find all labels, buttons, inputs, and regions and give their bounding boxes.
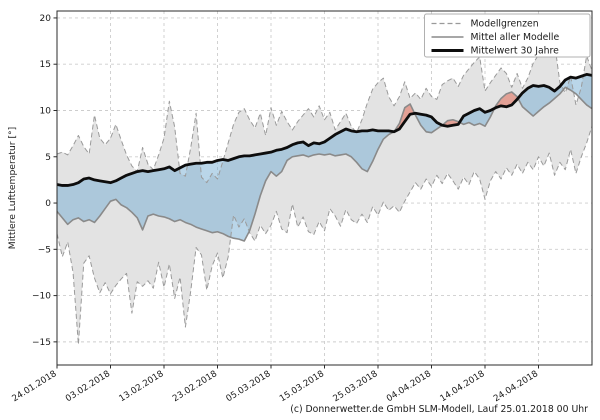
upper-model-bound-line [56,42,593,184]
y-tick-label: −15 [32,338,51,348]
x-tick-label: 24.04.2018 [492,369,540,404]
x-tick-label: 13.02.2018 [118,369,166,404]
legend-label: Modellgrenzen [471,19,539,30]
colder-than-normal-fill [517,74,592,117]
lower-model-bound-line [56,126,593,346]
legend-label: Mittel aller Modelle [471,32,560,43]
chart-fills [57,42,592,345]
copyright-footer: (c) Donnerwetter.de GmbH SLM-Modell, Lau… [290,404,588,415]
x-tick-label: 15.03.2018 [278,369,326,404]
climate-mean-line [56,72,593,187]
y-tick-label: 5 [45,153,51,163]
x-tick-label: 03.02.2018 [64,369,112,404]
y-tick-label: 15 [40,60,51,70]
y-tick-label: 10 [40,106,52,116]
chart-lines [56,42,593,346]
x-tick-label: 23.02.2018 [171,369,219,404]
legend-label: Mittelwert 30 Jahre [471,46,560,57]
y-axis-label: Mittlere Lufttemperatur [°] [7,127,18,249]
y-tick-label: −10 [32,292,51,302]
x-tick-label: 04.04.2018 [385,369,433,404]
x-tick-label: 25.03.2018 [332,369,380,404]
model-envelope-fill [57,42,592,345]
x-tick-label: 24.01.2018 [11,369,59,404]
model-mean-line [56,86,593,242]
x-tick-label: 14.04.2018 [439,369,487,404]
y-tick-label: 20 [40,14,52,24]
y-tick-label: −5 [38,245,51,255]
colder-than-normal-fill [57,129,395,241]
chart-legend: Modellgrenzen Mittel aller Modelle Mittelw… [424,13,591,58]
legend-box [424,13,591,58]
x-tick-label: 05.03.2018 [225,369,273,404]
colder-than-normal-fill [414,113,443,133]
y-tick-label: 0 [45,199,51,209]
axes [53,10,593,369]
